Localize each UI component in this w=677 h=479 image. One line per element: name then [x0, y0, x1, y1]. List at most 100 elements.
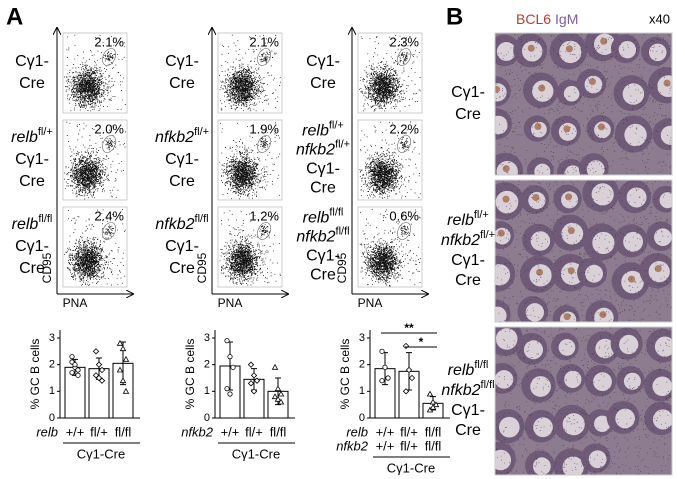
bcl6-stain — [588, 78, 596, 86]
y-tick-label: 0 — [204, 412, 210, 424]
gene-name: relb — [448, 362, 475, 379]
gene-name: nfkb2 — [296, 142, 335, 159]
image-border — [494, 179, 673, 323]
data-point — [379, 348, 385, 354]
category-label: fl/fl — [425, 424, 442, 439]
category-label: fl/fl — [425, 438, 442, 453]
gene-name: nfkb2 — [155, 216, 194, 233]
histology-image — [494, 32, 673, 176]
data-point — [429, 403, 437, 410]
bcl6-stain — [527, 44, 535, 52]
bcl6-stain — [565, 193, 573, 201]
data-point — [72, 362, 78, 368]
flow-dots — [219, 34, 281, 112]
genotype-label: Cγ1- — [15, 151, 49, 168]
gate-percent: 1.9% — [249, 121, 279, 136]
data-point — [277, 390, 285, 397]
germinal-center — [530, 231, 551, 251]
genotype-label: Cγ1- — [165, 151, 199, 168]
stain-name: BCL6 — [516, 11, 551, 27]
flow-dots — [219, 210, 281, 286]
data-point — [250, 388, 258, 395]
data-point — [224, 338, 230, 344]
histology-image — [494, 179, 673, 323]
germinal-center — [615, 408, 635, 429]
bcl6-stain — [599, 311, 607, 319]
histology-image — [494, 326, 673, 476]
category-label: +/+ — [66, 424, 85, 439]
category-label: fl/+ — [400, 424, 418, 439]
genotype-label: relbfl/+ — [447, 209, 489, 229]
genotype-label: Cre — [169, 173, 195, 190]
germinal-center — [532, 457, 551, 475]
gate-percent: 0.6% — [389, 208, 419, 223]
genotype-label: Cγ1- — [306, 248, 340, 265]
allele: fl/fl — [336, 225, 350, 237]
germinal-center — [652, 376, 672, 397]
genotype-label: Cγ1- — [451, 84, 485, 101]
allele: fl/fl — [481, 379, 495, 391]
bcl6-stain — [502, 165, 510, 173]
bcl6-stain — [497, 229, 505, 237]
y-tick-label: 1 — [204, 385, 210, 397]
allele: fl/fl — [474, 359, 488, 371]
gc-gate — [257, 222, 272, 240]
bcl6-stain — [567, 227, 575, 235]
y-axis-label: % GC B cells — [183, 339, 197, 410]
group-label: Cγ1-Cre — [232, 446, 280, 461]
histology-content — [495, 327, 672, 475]
data-point — [382, 364, 388, 370]
y-tick-label: 1 — [49, 385, 55, 397]
genotype-label: Cγ1- — [165, 238, 199, 255]
axis-label: PNA — [218, 296, 243, 310]
genotype-label: nfkb2fl/fl — [155, 213, 208, 233]
panel-label: B — [446, 3, 463, 30]
stain-legend: BCL6 IgM — [516, 11, 578, 27]
y-tick-label: 2 — [204, 359, 210, 371]
allele: fl/+ — [335, 138, 350, 150]
bcl6-stain — [534, 123, 542, 131]
flow-dots — [359, 35, 421, 112]
gene-name: relb — [303, 210, 330, 227]
germinal-center — [495, 328, 518, 350]
significance-label: * — [419, 335, 424, 349]
genotype-label: Cre — [455, 422, 481, 439]
axis-label: CD95 — [40, 252, 54, 283]
gc-gate — [397, 222, 412, 240]
genotype-label: Cre — [455, 272, 481, 289]
axis-label: CD95 — [335, 252, 349, 283]
germinal-center — [595, 338, 615, 359]
data-point — [426, 390, 434, 397]
germinal-center — [591, 183, 614, 206]
gc-gate — [397, 135, 412, 153]
gene-name: nfkb2 — [441, 232, 480, 249]
category-label: fl/fl — [270, 424, 287, 439]
flow-dots — [64, 34, 126, 112]
y-tick-label: 3 — [49, 332, 55, 344]
magnification: x40 — [649, 11, 670, 26]
data-point — [402, 388, 410, 395]
gate-percent: 2.1% — [249, 34, 279, 49]
gc-gate — [257, 135, 272, 153]
data-point — [408, 374, 416, 382]
data-point — [250, 372, 258, 379]
data-point — [429, 398, 437, 405]
axis-label: PNA — [358, 296, 383, 310]
data-point — [69, 354, 75, 360]
category-label: +/+ — [376, 438, 395, 453]
gene-name: relb — [11, 129, 38, 146]
data-point — [227, 391, 233, 397]
y-tick-label: 0 — [359, 412, 365, 424]
germinal-center — [530, 376, 551, 397]
germinal-center — [498, 416, 520, 438]
gene-name: nfkb2 — [155, 129, 194, 146]
y-tick-label: 1 — [359, 385, 365, 397]
genotype-label: Cre — [310, 180, 336, 197]
genotype-label: Cγ1- — [165, 53, 199, 70]
bcl6-stain — [565, 45, 573, 53]
germinal-center — [564, 165, 582, 175]
germinal-center — [495, 449, 512, 471]
germinal-center — [652, 409, 672, 430]
data-point — [75, 367, 81, 373]
genotype-label: Cγ1- — [15, 53, 49, 70]
